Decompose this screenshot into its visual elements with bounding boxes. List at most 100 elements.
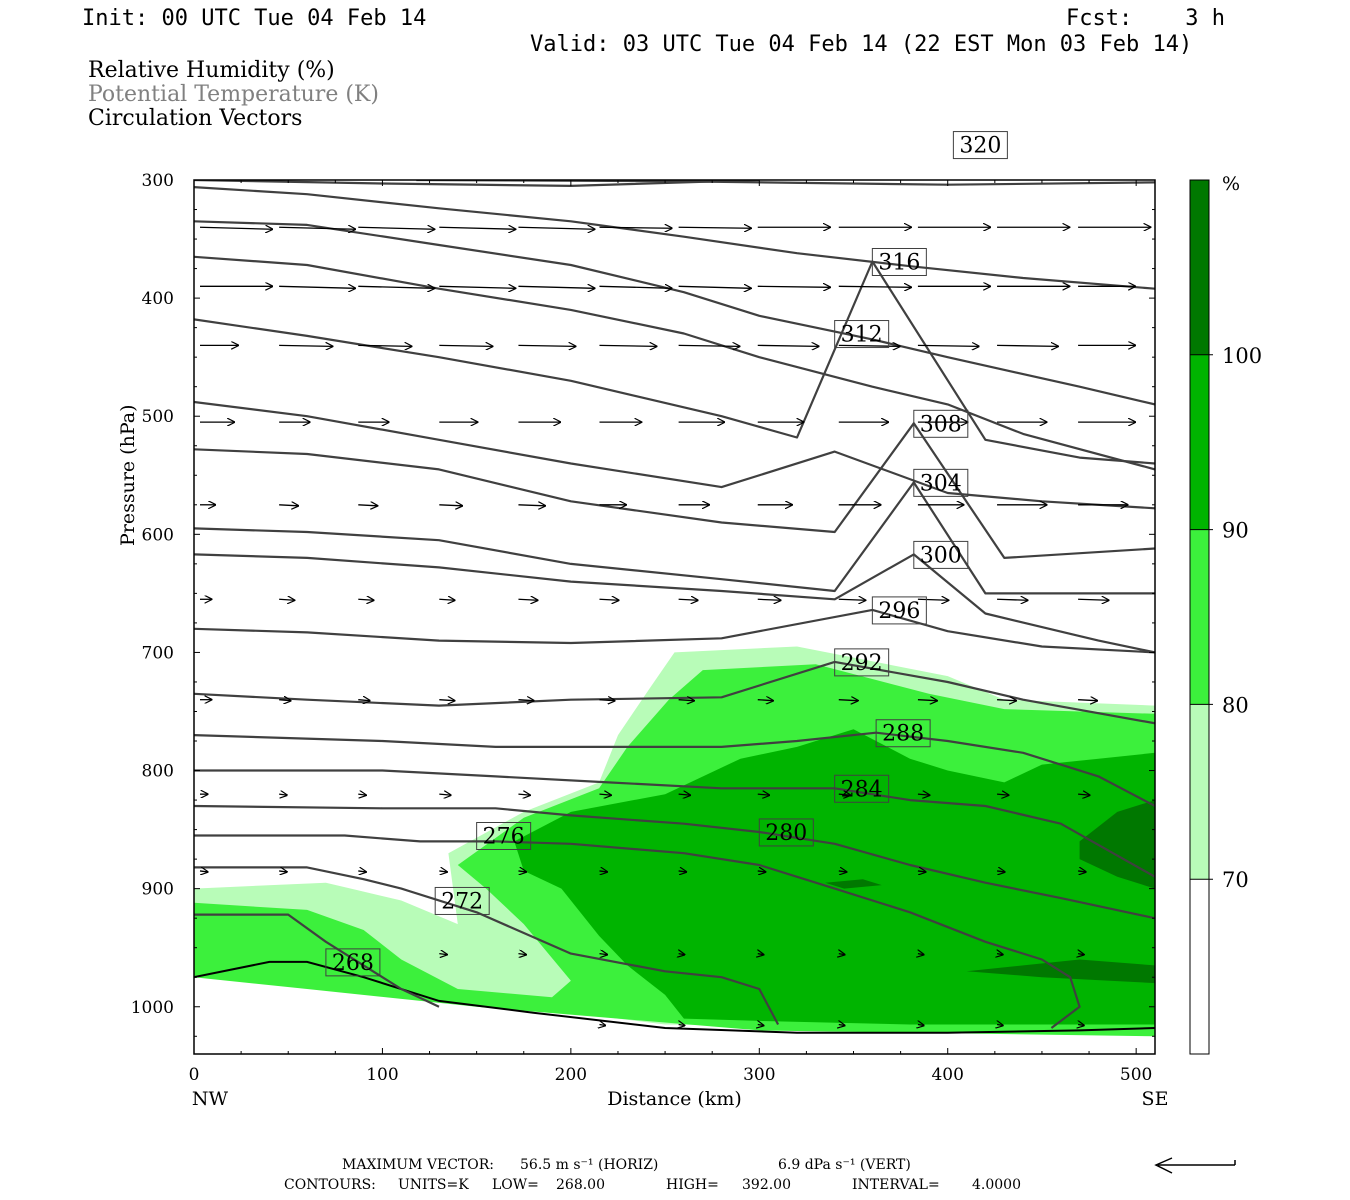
colorbar-band <box>1190 704 1209 880</box>
contour-label-308: 308 <box>920 412 962 437</box>
contour-label-320: 320 <box>959 134 1001 159</box>
contour-label-300: 300 <box>920 543 962 568</box>
circulation-vector <box>917 345 979 346</box>
contour-interval-label: INTERVAL= <box>852 1177 940 1193</box>
colorbar-label-90: 90 <box>1222 519 1249 543</box>
circulation-vector <box>758 1024 764 1025</box>
y-tick-label: 900 <box>142 880 174 900</box>
theta-contour-312 <box>194 400 1155 510</box>
rh-region-90 <box>514 729 1155 1025</box>
y-tick-label: 600 <box>142 525 174 545</box>
theta-contour-292 <box>194 660 1155 725</box>
contour-label-box <box>871 247 927 276</box>
contour-label-box <box>913 540 969 569</box>
circulation-vector <box>838 700 858 701</box>
contour-label-box <box>913 468 969 497</box>
circulation-vector <box>1078 700 1097 701</box>
contour-label-box <box>758 818 814 847</box>
y-tick-label: 700 <box>142 643 174 663</box>
x-axis-title: Distance (km) <box>607 1088 742 1110</box>
circulation-vector <box>917 599 948 600</box>
max-vector-horiz: 56.5 m s⁻¹ (HORIZ) <box>520 1157 659 1173</box>
circulation-vector <box>279 227 355 229</box>
contour-interval: 4.0000 <box>972 1177 1021 1193</box>
circulation-vector <box>996 871 1005 872</box>
contour-label-box <box>834 320 890 349</box>
circulation-vector <box>439 505 462 506</box>
circulation-vector <box>358 871 366 872</box>
x-tick-label: 0 <box>189 1065 200 1085</box>
circulation-vector <box>997 345 1058 346</box>
contour-low: 268.00 <box>556 1177 605 1193</box>
circulation-vector <box>439 871 447 872</box>
contour-label-288: 288 <box>882 722 924 747</box>
circulation-vector <box>199 227 272 229</box>
contour-label-box <box>834 648 890 677</box>
circulation-vector <box>599 871 607 872</box>
circulation-vector <box>678 345 740 346</box>
circulation-vector <box>599 794 610 795</box>
circulation-vector <box>518 954 526 955</box>
circulation-vector <box>918 1024 924 1025</box>
valid-time: Valid: 03 UTC Tue 04 Feb 14 (22 EST Mon … <box>530 32 1193 57</box>
colorbar-band <box>1190 180 1209 355</box>
circulation-vector <box>279 599 294 600</box>
colorbar-frame <box>1189 179 1210 1055</box>
contour-label-316: 316 <box>878 250 920 275</box>
circulation-vector <box>678 871 687 872</box>
colorbar-band <box>1190 529 1209 705</box>
circulation-vector <box>678 227 751 228</box>
circulation-vector <box>358 794 366 795</box>
circulation-vector <box>279 794 287 795</box>
circulation-vector <box>678 700 694 701</box>
contour-label-276: 276 <box>483 825 525 850</box>
circulation-vector <box>279 505 298 506</box>
theta-contour-296 <box>194 608 1155 654</box>
init-time: Init: 00 UTC Tue 04 Feb 14 <box>82 6 427 31</box>
circulation-vector <box>997 1024 1003 1025</box>
circulation-vector <box>599 1024 605 1025</box>
contour-label-box <box>325 948 381 977</box>
colorbar-label-80: 80 <box>1222 693 1249 717</box>
contour-label-box <box>434 886 490 915</box>
circulation-vector <box>839 1024 845 1025</box>
circulation-vector <box>439 954 447 955</box>
circulation-vector <box>518 505 545 506</box>
circulation-vector <box>439 700 454 701</box>
circulation-vector <box>839 954 845 955</box>
y-tick-label: 400 <box>142 289 174 309</box>
theta-contour-276 <box>194 834 1081 1029</box>
contour-label-312: 312 <box>841 323 883 348</box>
circulation-vector <box>439 599 454 600</box>
contour-label-284: 284 <box>841 777 883 802</box>
circulation-vector <box>439 227 515 229</box>
circulation-vector <box>678 599 698 600</box>
field-label-rh: Relative Humidity (%) <box>88 58 335 83</box>
circulation-vector <box>279 871 287 872</box>
theta-contour-300 <box>194 553 1155 654</box>
y-tick-label: 300 <box>142 171 174 191</box>
circulation-vector <box>838 345 900 346</box>
x-tick-label: 400 <box>931 1065 963 1085</box>
circulation-vector <box>518 871 526 872</box>
circulation-vector <box>997 700 1016 701</box>
contour-label-box <box>952 131 1008 160</box>
circulation-vector <box>439 286 515 288</box>
theta-contour-316 <box>194 260 1155 465</box>
contour-label-292: 292 <box>841 651 883 676</box>
max-vector-label: MAXIMUM VECTOR: <box>342 1157 494 1173</box>
contour-label-box <box>476 822 532 850</box>
theta-contour-272 <box>194 866 780 1026</box>
circulation-vector <box>678 794 690 795</box>
contour-high: 392.00 <box>742 1177 791 1193</box>
rh-region-100 <box>825 879 882 889</box>
theta-contour-304 <box>194 481 1155 595</box>
y-tick-label: 500 <box>142 407 174 427</box>
circulation-vector <box>757 286 830 287</box>
circulation-vector <box>199 871 208 872</box>
circulation-vector <box>358 227 434 229</box>
circulation-vector <box>1078 599 1108 600</box>
contour-label-box <box>913 409 969 438</box>
circulation-vector <box>757 794 769 795</box>
